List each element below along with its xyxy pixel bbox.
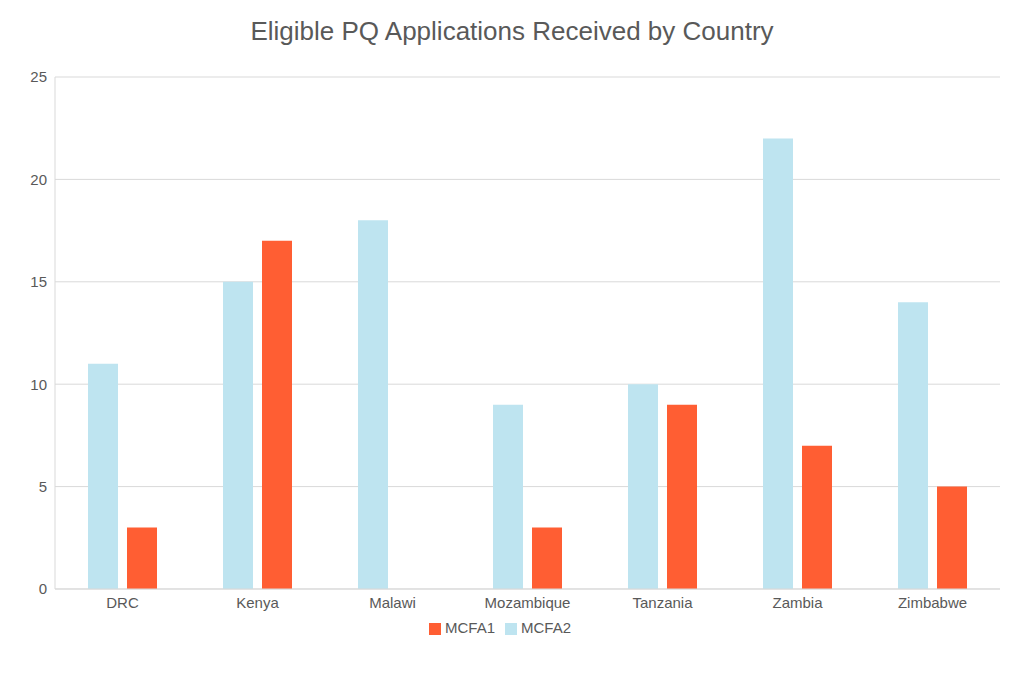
svg-text:0: 0 xyxy=(39,580,47,597)
svg-text:15: 15 xyxy=(30,273,47,290)
html-text:Eligible PQ Applications Recei: Eligible PQ Applications Received by Cou… xyxy=(250,16,774,46)
html-text:MCFA2: MCFA2 xyxy=(521,619,571,636)
svg-text:Kenya: Kenya xyxy=(236,594,279,611)
svg-text:Zimbabwe: Zimbabwe xyxy=(898,594,967,611)
html-text:MCFA1: MCFA1 xyxy=(445,619,495,636)
svg-text:Tanzania: Tanzania xyxy=(632,594,693,611)
svg-text:Zambia: Zambia xyxy=(772,594,823,611)
svg-text:DRC: DRC xyxy=(106,594,139,611)
svg-text:Mozambique: Mozambique xyxy=(485,594,571,611)
svg-text:25: 25 xyxy=(30,68,47,85)
svg-text:5: 5 xyxy=(39,478,47,495)
svg-text:10: 10 xyxy=(30,376,47,393)
svg-text:20: 20 xyxy=(30,171,47,188)
svg-text:Malawi: Malawi xyxy=(369,594,416,611)
